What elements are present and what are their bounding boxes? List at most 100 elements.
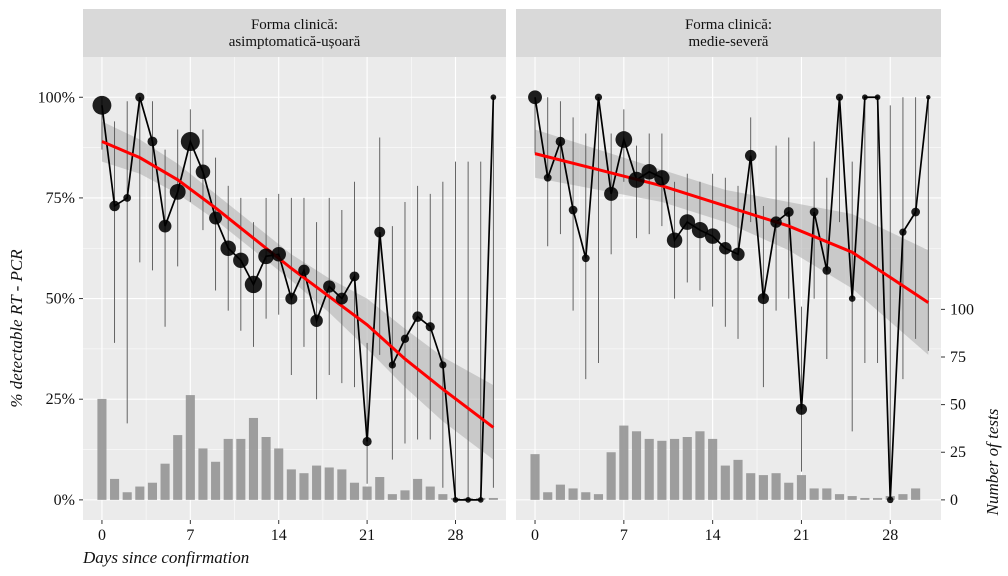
facet-title-line: Forma clinică: (685, 17, 772, 33)
facet-title-line: medie-severă (689, 34, 769, 50)
test-count-bar (746, 473, 756, 500)
test-count-bar (733, 459, 743, 500)
data-point (349, 271, 360, 282)
test-count-bar (261, 437, 271, 500)
test-count-bar (337, 469, 347, 500)
test-count-bar (720, 465, 730, 500)
test-count-bar (110, 478, 120, 500)
secondary-y-tick-label: 50 (950, 397, 966, 414)
data-point (555, 136, 566, 147)
x-tick-label: 28 (882, 527, 898, 544)
test-count-bar (413, 478, 423, 500)
facet-strip (516, 9, 941, 57)
data-point (195, 164, 211, 179)
test-count-bar (185, 395, 195, 500)
data-point (528, 90, 542, 105)
data-point (543, 173, 552, 182)
y-tick-label: 50% (46, 291, 75, 308)
test-count-bar (160, 463, 170, 500)
data-point (604, 186, 619, 201)
x-tick-label: 14 (271, 527, 287, 544)
data-point (323, 280, 336, 293)
test-count-bar (593, 494, 604, 500)
test-count-bar (438, 494, 448, 500)
test-count-bar (299, 473, 309, 500)
data-point (209, 211, 223, 225)
data-point (654, 170, 670, 186)
data-point (594, 93, 603, 101)
data-point (628, 171, 645, 188)
fit-confidence-band (101, 121, 494, 460)
test-count-bar (784, 482, 794, 500)
fitted-curve (534, 152, 930, 304)
x-tick-label: 7 (186, 527, 194, 544)
test-count-bar (708, 438, 718, 500)
test-count-bar (122, 492, 132, 500)
test-count-bar (248, 417, 259, 500)
data-point (169, 183, 186, 200)
test-count-bar (695, 431, 705, 500)
facet-title-line: asimptomatică-ușoară (229, 34, 361, 50)
data-point (298, 264, 310, 277)
test-count-bar (809, 488, 819, 500)
test-count-bar (97, 398, 107, 500)
test-count-bar (670, 438, 680, 500)
secondary-y-tick-label: 100 (950, 301, 974, 318)
data-point (899, 228, 907, 236)
data-point (911, 207, 920, 217)
test-count-bar (822, 488, 832, 500)
y-tick-label: 100% (38, 89, 75, 106)
test-count-bar (147, 482, 157, 500)
data-point (926, 95, 931, 100)
test-count-bar (530, 454, 540, 500)
test-count-bar (898, 494, 908, 500)
data-point (233, 252, 249, 269)
facet-title-line: Forma clinică: (251, 17, 338, 33)
secondary-y-tick-label: 0 (950, 492, 958, 509)
data-point (335, 292, 348, 305)
test-count-bar (286, 469, 296, 500)
data-point (691, 222, 709, 239)
data-point (285, 292, 298, 305)
data-point (362, 436, 372, 447)
test-count-bar (324, 467, 334, 500)
test-count-bar (631, 431, 642, 500)
data-point (874, 94, 881, 101)
test-count-bar (555, 484, 565, 500)
test-count-bar (236, 438, 246, 500)
test-count-bar (860, 497, 870, 500)
data-point (615, 131, 633, 148)
data-point (465, 497, 471, 503)
test-count-bar (606, 452, 616, 500)
data-point (809, 207, 819, 217)
test-count-bar (312, 465, 322, 500)
x-tick-label: 28 (447, 527, 463, 544)
data-point (158, 219, 172, 233)
data-point (180, 132, 200, 152)
x-tick-label: 14 (705, 527, 721, 544)
facet-strip (83, 9, 506, 57)
test-count-bar (682, 437, 692, 500)
data-point (848, 295, 856, 302)
data-point (374, 226, 386, 238)
data-point (886, 496, 894, 504)
data-point (719, 241, 732, 255)
x-tick-label: 7 (620, 527, 628, 544)
test-count-bar (847, 496, 857, 500)
data-point (109, 200, 120, 212)
panel-background (83, 57, 506, 520)
test-count-bar (543, 492, 553, 500)
data-point (704, 228, 721, 244)
secondary-y-axis-title: Number of tests (983, 408, 1002, 516)
test-count-bar (135, 486, 145, 500)
test-count-bar (568, 488, 578, 500)
data-point (412, 311, 423, 322)
data-point (310, 314, 323, 327)
secondary-y-tick-label: 75 (950, 349, 966, 366)
data-point (123, 194, 132, 202)
data-point (220, 240, 236, 256)
test-count-bar (581, 492, 591, 500)
data-point (581, 254, 590, 263)
data-point (92, 95, 112, 115)
